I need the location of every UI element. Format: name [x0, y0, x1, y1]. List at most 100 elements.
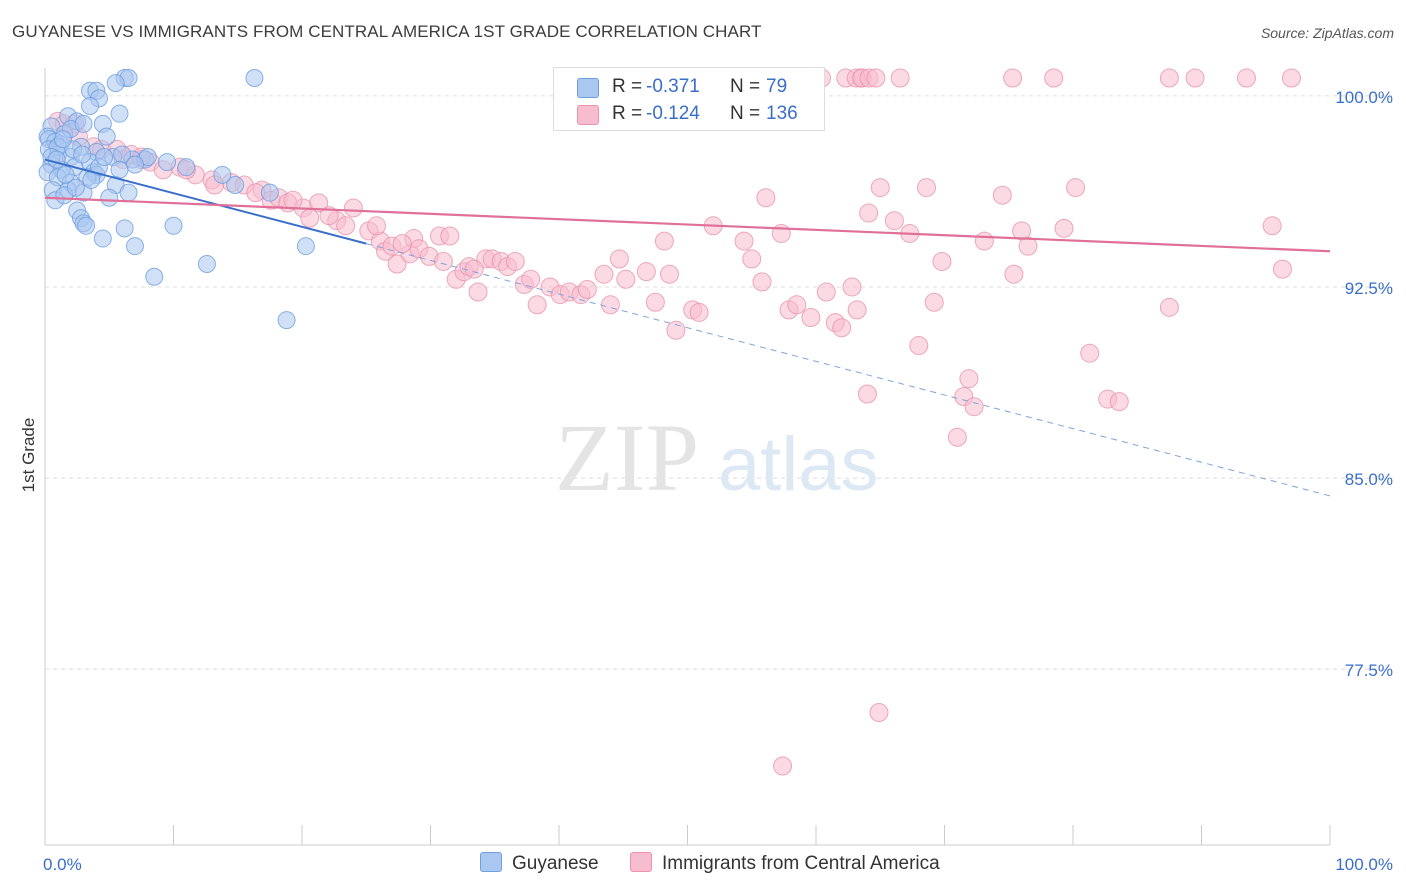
immigrants-point — [464, 259, 484, 279]
legend-row-guyanese: R = -0.371 N = 79 — [554, 74, 824, 102]
immigrants-point — [616, 269, 636, 289]
immigrants-point — [974, 231, 994, 251]
immigrants-point — [847, 300, 867, 320]
legend-r-label: R = — [612, 76, 643, 97]
immigrants-point — [636, 262, 656, 282]
immigrants-point — [1236, 68, 1256, 88]
immigrants-point — [816, 282, 836, 302]
immigrants-point — [521, 269, 541, 289]
guyanese-point — [66, 178, 85, 197]
guyanese-point — [47, 150, 66, 169]
legend-swatch-guyanese — [577, 78, 599, 98]
bottom-legend-swatch-immigrants — [630, 852, 652, 872]
guyanese-point — [245, 69, 264, 87]
immigrants-point — [594, 264, 614, 284]
guyanese-point — [145, 267, 164, 286]
immigrants-point — [1159, 297, 1179, 317]
immigrants-point — [505, 251, 525, 271]
immigrants-point — [801, 308, 821, 328]
immigrants-point — [300, 208, 320, 228]
immigrants-point — [283, 190, 303, 210]
guyanese-point — [97, 127, 116, 146]
immigrants-point — [336, 216, 356, 236]
watermark-atlas: atlas — [718, 422, 879, 507]
guyanese-point — [53, 130, 72, 149]
guyanese-point — [74, 114, 93, 133]
immigrants-point — [1262, 216, 1282, 236]
guyanese-point — [125, 155, 144, 174]
guyanese-point — [115, 219, 134, 238]
immigrants-point — [842, 277, 862, 297]
immigrants-point — [773, 756, 793, 776]
legend-r-value: -0.371 — [646, 76, 700, 97]
immigrants-point — [654, 231, 674, 251]
immigrants-point — [857, 384, 877, 404]
guyanese-point — [119, 183, 138, 202]
series-guyanese-points — [38, 69, 315, 330]
immigrants-point — [1159, 68, 1179, 88]
immigrants-point — [319, 206, 339, 226]
guyanese-point — [277, 311, 296, 330]
immigrants-trend-line — [44, 196, 1331, 253]
guyanese-point — [213, 165, 232, 184]
immigrants-point — [433, 251, 453, 271]
immigrants-point — [309, 193, 329, 213]
x-tick-label: 100.0% — [1335, 855, 1393, 874]
guyanese-point — [164, 216, 183, 235]
legend-swatch-immigrants — [577, 105, 599, 125]
immigrants-point — [387, 254, 407, 274]
chart-source: Source: ZipAtlas.com — [1260, 25, 1394, 41]
guyanese-point — [106, 74, 125, 93]
immigrants-point — [869, 702, 889, 722]
guyanese-point — [226, 176, 245, 195]
guyanese-point — [158, 153, 177, 172]
bottom-legend-label-immigrants: Immigrants from Central America — [662, 853, 940, 874]
guyanese-point — [56, 165, 75, 184]
immigrants-point — [787, 295, 807, 315]
axes-layer — [44, 68, 1331, 846]
y-tick-label: 85.0% — [1345, 470, 1393, 489]
immigrants-point — [959, 369, 979, 389]
immigrants-point — [890, 68, 910, 88]
immigrants-point — [600, 295, 620, 315]
immigrants-point — [756, 188, 776, 208]
immigrants-point — [917, 178, 937, 198]
immigrants-point — [1185, 68, 1205, 88]
guyanese-point — [93, 229, 112, 248]
trend-lines — [44, 158, 1331, 497]
guyanese-point — [260, 183, 279, 202]
immigrants-point — [577, 279, 597, 299]
immigrants-point — [859, 203, 879, 223]
immigrants-point — [1272, 259, 1292, 279]
immigrants-point — [752, 272, 772, 292]
immigrants-point — [1003, 68, 1023, 88]
guyanese-point — [80, 97, 99, 116]
immigrants-point — [1018, 236, 1038, 256]
watermark-zip: ZIP — [555, 404, 699, 511]
immigrants-point — [527, 295, 547, 315]
x-tick-label: 0.0% — [43, 855, 82, 874]
legend-r-value: -0.124 — [646, 103, 700, 124]
bottom-legend-guyanese: Guyanese — [480, 852, 599, 875]
immigrants-point — [689, 302, 709, 322]
legend-row-immigrants: R = -0.124 N = 136 — [554, 101, 824, 129]
immigrants-point — [1004, 264, 1024, 284]
immigrants-point — [866, 68, 886, 88]
legend-n-label: N = — [730, 76, 761, 97]
immigrants-point — [1066, 178, 1086, 198]
tick-labels: 100.0% 92.5% 85.0% 77.5% 0.0% 100.0% 1st Grade — [19, 88, 1393, 874]
immigrants-point — [392, 234, 412, 254]
immigrants-point — [1044, 68, 1064, 88]
y-axis-label: 1st Grade — [19, 418, 38, 493]
immigrants-point — [1281, 68, 1301, 88]
guyanese-point — [110, 104, 129, 123]
immigrants-point — [924, 292, 944, 312]
guyanese-point — [95, 147, 114, 166]
guyanese-point — [177, 158, 196, 177]
immigrants-point — [832, 318, 852, 338]
stats-legend: R = -0.371 N = 79 R = -0.124 N = 136 — [553, 67, 825, 131]
guyanese-point — [73, 145, 92, 164]
immigrants-point — [468, 282, 488, 302]
immigrants-point — [1054, 218, 1074, 238]
